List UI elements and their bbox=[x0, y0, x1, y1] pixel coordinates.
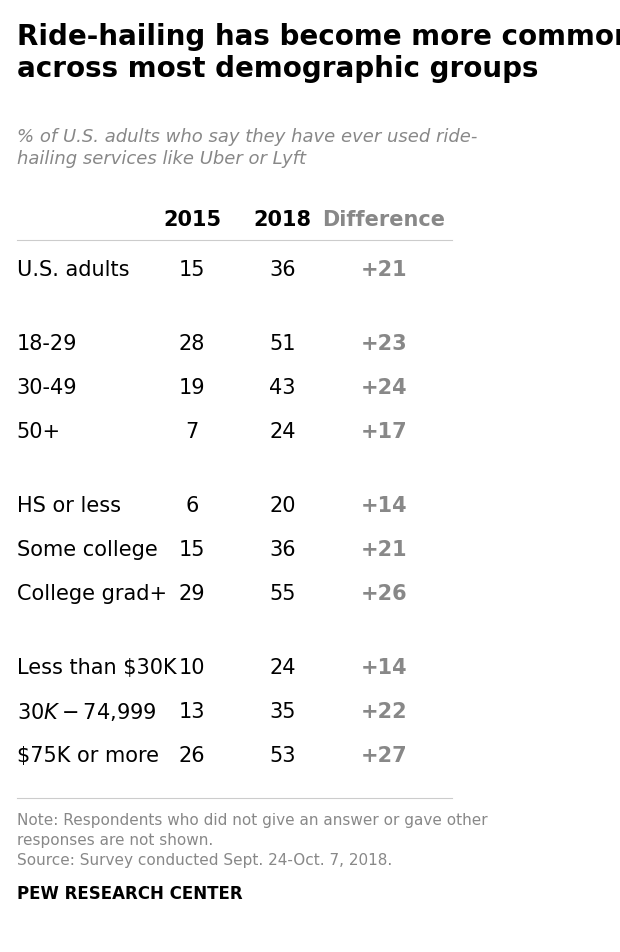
Text: Note: Respondents who did not give an answer or gave other
responses are not sho: Note: Respondents who did not give an an… bbox=[17, 813, 487, 867]
Text: +26: +26 bbox=[361, 584, 407, 604]
Text: 43: 43 bbox=[269, 378, 296, 398]
Text: College grad+: College grad+ bbox=[17, 584, 167, 604]
Text: U.S. adults: U.S. adults bbox=[17, 260, 129, 280]
Text: 2018: 2018 bbox=[254, 210, 311, 230]
Text: 20: 20 bbox=[269, 496, 296, 516]
Text: HS or less: HS or less bbox=[17, 496, 120, 516]
Text: +21: +21 bbox=[361, 540, 407, 560]
Text: +27: +27 bbox=[361, 746, 407, 766]
Text: $30K-$74,999: $30K-$74,999 bbox=[17, 701, 156, 723]
Text: 13: 13 bbox=[179, 702, 205, 722]
Text: 26: 26 bbox=[179, 746, 205, 766]
Text: 10: 10 bbox=[179, 658, 205, 678]
Text: Less than $30K: Less than $30K bbox=[17, 658, 176, 678]
Text: 36: 36 bbox=[269, 540, 296, 560]
Text: 55: 55 bbox=[269, 584, 296, 604]
Text: 15: 15 bbox=[179, 260, 205, 280]
Text: 7: 7 bbox=[185, 422, 198, 442]
Text: 24: 24 bbox=[269, 658, 296, 678]
Text: % of U.S. adults who say they have ever used ride-
hailing services like Uber or: % of U.S. adults who say they have ever … bbox=[17, 128, 477, 169]
Text: $75K or more: $75K or more bbox=[17, 746, 159, 766]
Text: 35: 35 bbox=[269, 702, 296, 722]
Text: 6: 6 bbox=[185, 496, 198, 516]
Text: 19: 19 bbox=[179, 378, 205, 398]
Text: 51: 51 bbox=[269, 334, 296, 354]
Text: +17: +17 bbox=[361, 422, 407, 442]
Text: +22: +22 bbox=[361, 702, 407, 722]
Text: +21: +21 bbox=[361, 260, 407, 280]
Text: 53: 53 bbox=[269, 746, 296, 766]
Text: 36: 36 bbox=[269, 260, 296, 280]
Text: Some college: Some college bbox=[17, 540, 157, 560]
Text: +23: +23 bbox=[361, 334, 407, 354]
Text: 50+: 50+ bbox=[17, 422, 61, 442]
Text: Difference: Difference bbox=[322, 210, 445, 230]
Text: 2015: 2015 bbox=[163, 210, 221, 230]
Text: +14: +14 bbox=[361, 658, 407, 678]
Text: +24: +24 bbox=[361, 378, 407, 398]
Text: 15: 15 bbox=[179, 540, 205, 560]
Text: 29: 29 bbox=[179, 584, 205, 604]
Text: PEW RESEARCH CENTER: PEW RESEARCH CENTER bbox=[17, 885, 242, 903]
Text: Ride-hailing has become more common
across most demographic groups: Ride-hailing has become more common acro… bbox=[17, 23, 620, 84]
Text: +14: +14 bbox=[361, 496, 407, 516]
Text: 24: 24 bbox=[269, 422, 296, 442]
Text: 30-49: 30-49 bbox=[17, 378, 77, 398]
Text: 18-29: 18-29 bbox=[17, 334, 77, 354]
Text: 28: 28 bbox=[179, 334, 205, 354]
